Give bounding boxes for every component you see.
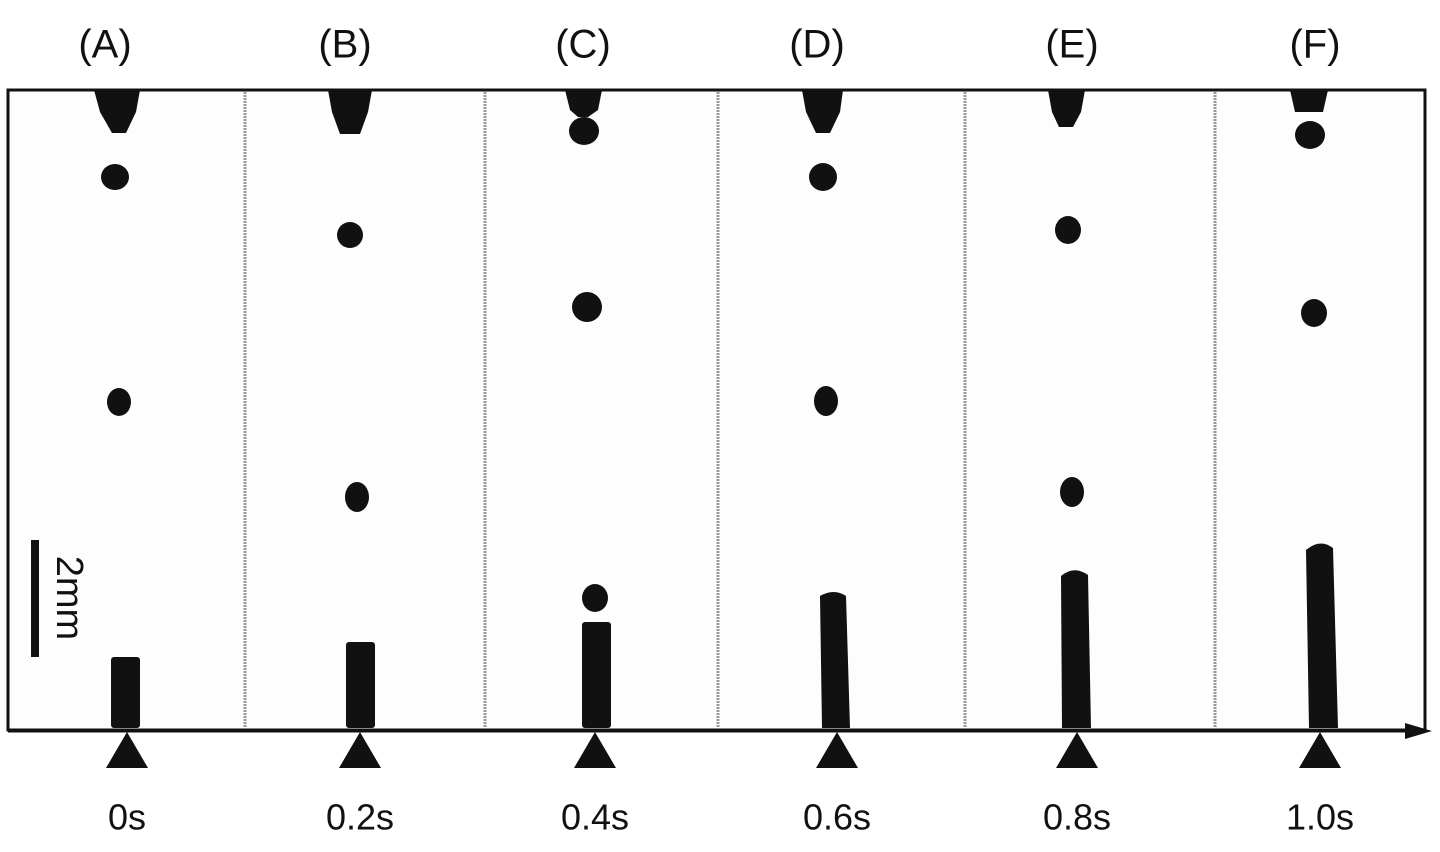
droplets	[94, 90, 1338, 728]
markers	[106, 732, 1341, 768]
panel-label: (C)	[555, 23, 611, 67]
time-label: 0.6s	[803, 797, 871, 838]
time-label: 0.8s	[1043, 797, 1111, 838]
time-label: 1.0s	[1286, 797, 1354, 838]
scale-label: 2mm	[48, 556, 90, 640]
panel-label: (F)	[1289, 23, 1340, 67]
panel-label: (D)	[789, 23, 845, 67]
time-label: 0s	[108, 797, 146, 838]
panel-label: (A)	[78, 23, 131, 67]
arrowhead	[1405, 723, 1432, 739]
panel-label: (E)	[1045, 23, 1098, 67]
time-label: 0.2s	[326, 797, 394, 838]
panel-label: (B)	[318, 23, 371, 67]
time-label: 0.4s	[561, 797, 629, 838]
